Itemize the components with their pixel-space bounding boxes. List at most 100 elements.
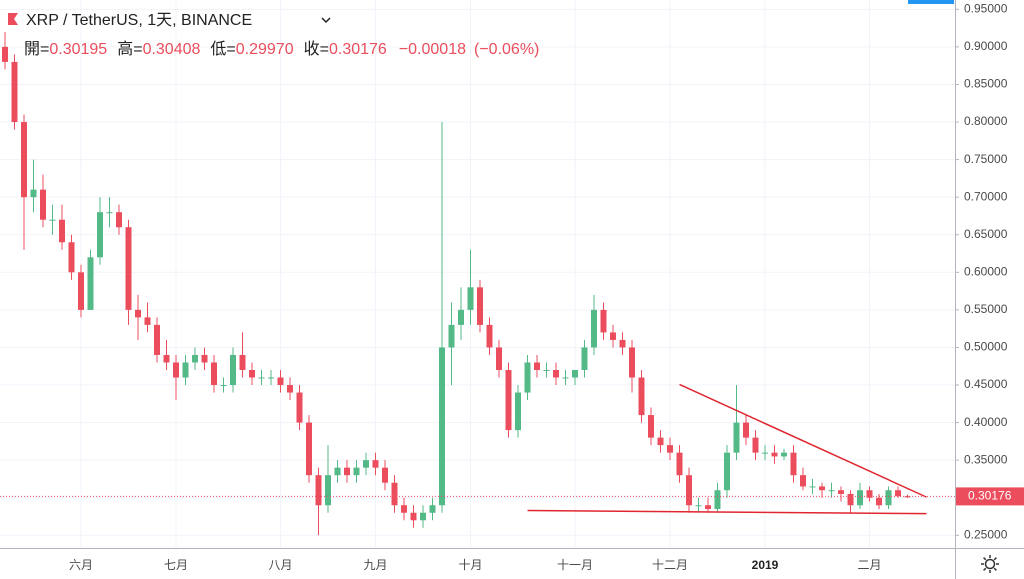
candle-body: [135, 309, 141, 318]
candle-body: [857, 490, 863, 506]
y-tick-label: 0.95000: [964, 1, 1008, 15]
candle-body: [714, 490, 721, 510]
candle-body: [486, 324, 493, 348]
legend-change-pct: (−0.06%): [474, 41, 539, 58]
y-tick-label: 0.65000: [964, 227, 1008, 241]
y-tick-label: 0.45000: [964, 377, 1008, 391]
candle-body: [771, 452, 778, 457]
y-tick-label: 0.60000: [964, 264, 1008, 278]
candle-body: [372, 460, 379, 468]
x-tick-label: 七月: [164, 558, 188, 572]
candle-body: [895, 490, 901, 497]
candle-body: [382, 467, 388, 483]
candle-body: [838, 490, 844, 494]
y-tick-label: 0.85000: [964, 77, 1008, 91]
candle-body: [201, 354, 208, 363]
candle-body: [695, 505, 702, 507]
candle-body: [676, 452, 683, 476]
candle-body: [800, 475, 806, 487]
candle-body: [847, 493, 854, 506]
candle-body: [325, 475, 331, 506]
candle-body: [182, 362, 189, 378]
candles: [2, 31, 911, 536]
legend-name: 低=: [210, 40, 235, 58]
symbol-flag[interactable]: [8, 13, 18, 25]
candle-body: [467, 287, 474, 310]
settings-gear[interactable]: [981, 555, 999, 573]
candle-body: [790, 452, 797, 476]
legend-value: 0.30176: [329, 41, 387, 58]
x-tick-label: 二月: [857, 558, 881, 572]
candle-body: [543, 369, 550, 371]
candle-body: [230, 354, 236, 386]
candle-body: [591, 309, 597, 348]
candle-body: [296, 392, 303, 423]
candle-body: [78, 272, 84, 310]
candle-body: [515, 392, 521, 431]
candle-body: [391, 482, 398, 506]
candle-body: [220, 385, 227, 387]
candle-body: [239, 354, 246, 370]
candle-body: [629, 347, 635, 378]
candle-body: [572, 369, 578, 378]
candle-body: [600, 309, 607, 333]
legend-value: 0.30408: [143, 41, 201, 58]
x-tick-label: 十二月: [652, 558, 688, 572]
candle-body: [876, 497, 882, 506]
candle-body: [11, 61, 18, 123]
y-tick-label: 0.40000: [964, 415, 1008, 429]
candle-body: [401, 505, 407, 513]
legend-value: 0.29970: [236, 41, 294, 58]
candle-body: [429, 505, 436, 513]
candle-body: [904, 496, 911, 498]
candle-body: [458, 309, 464, 325]
legend-change: −0.00018: [399, 41, 466, 58]
candle-body: [724, 452, 730, 491]
candle-body: [866, 490, 873, 498]
trendline: [679, 383, 927, 498]
y-tick-label: 0.90000: [964, 39, 1008, 53]
candle-body: [743, 422, 749, 438]
candle-body: [97, 212, 103, 258]
x-tick-label: 九月: [363, 558, 387, 572]
candle-body: [268, 377, 274, 379]
candle-body: [752, 437, 759, 453]
ohlc-legend: 開=0.30195 高=0.30408 低=0.29970 收=0.30176 −0.0…: [24, 40, 539, 58]
candle-body: [249, 369, 255, 378]
candle-body: [59, 219, 65, 243]
x-tick-label: 十月: [458, 558, 482, 572]
x-tick-label: 十一月: [557, 558, 593, 572]
candle-body: [87, 257, 94, 310]
candle-body: [477, 287, 483, 325]
candle-body: [505, 369, 512, 431]
top-tab: [908, 0, 954, 4]
candle-body: [277, 377, 284, 386]
candle-body: [610, 332, 616, 340]
candle-body: [524, 362, 531, 393]
candle-body: [344, 467, 350, 476]
last-price-label: 0.30176: [968, 489, 1012, 503]
candle-body: [648, 415, 654, 438]
candle-body: [125, 227, 132, 310]
candle-body: [163, 354, 170, 363]
candle-body: [68, 242, 75, 273]
candle-body: [667, 445, 673, 453]
candle-body: [705, 505, 711, 510]
candle-body: [885, 490, 892, 506]
candle-body: [553, 369, 559, 378]
y-tick-label: 0.75000: [964, 152, 1008, 166]
legend-name: 收=: [304, 40, 329, 58]
candle-body: [534, 362, 540, 370]
candle-body: [619, 339, 626, 348]
candle-body: [258, 377, 265, 379]
title-dropdown[interactable]: [321, 17, 331, 24]
candle-body: [30, 189, 37, 198]
y-tick-label: 0.80000: [964, 114, 1008, 128]
trendline: [527, 509, 927, 515]
candle-body: [116, 212, 122, 228]
candle-body: [211, 362, 217, 386]
candle-body: [819, 486, 825, 491]
candle-body: [638, 377, 645, 416]
x-tick-label: 2019: [752, 558, 779, 572]
candle-body: [287, 385, 293, 393]
